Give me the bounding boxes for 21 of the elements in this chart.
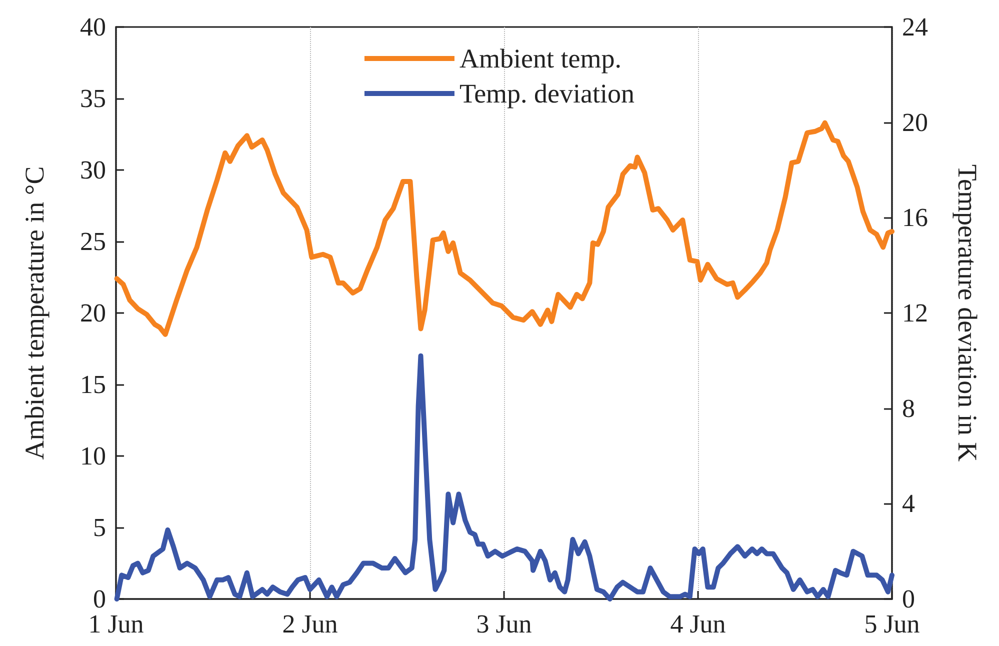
y-tick-label: 15 <box>80 370 106 399</box>
y2-axis-title: Temperature deviation in K <box>952 164 982 462</box>
y2-tick-label: 24 <box>902 12 928 42</box>
y-tick-label: 5 <box>93 513 106 542</box>
y2-tick-label: 4 <box>902 489 915 518</box>
y2-tick-label: 16 <box>902 203 928 232</box>
y2-tick-label: 12 <box>902 298 928 328</box>
x-tick-label: 3 Jun <box>476 610 532 638</box>
y-tick-label: 25 <box>80 227 106 256</box>
y-tick-label: 20 <box>80 298 106 328</box>
x-tick-label: 2 Jun <box>282 610 338 638</box>
legend-label: Ambient temp. <box>459 44 622 74</box>
y-axis-title: Ambient temperature in °C <box>20 166 50 460</box>
legend-label: Temp. deviation <box>459 78 636 108</box>
y-tick-label: 30 <box>80 156 106 184</box>
x-tick-label: 4 Jun <box>670 610 726 638</box>
y-tick-label: 40 <box>80 12 106 42</box>
y2-tick-label: 8 <box>902 394 915 423</box>
y2-tick-label: 20 <box>902 108 928 137</box>
y-tick-label: 10 <box>80 442 106 470</box>
y-tick-label: 35 <box>80 84 106 113</box>
